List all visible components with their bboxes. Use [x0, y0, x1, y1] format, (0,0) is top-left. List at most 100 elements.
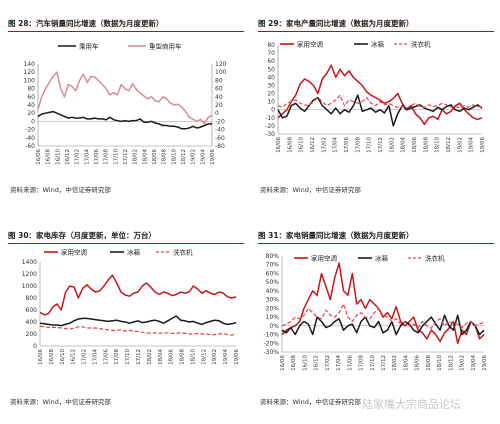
y-tick-label: 70	[267, 50, 275, 57]
series-line	[277, 64, 483, 126]
x-tick-label: 16/08	[291, 355, 297, 371]
x-tick-label: 16/06	[38, 349, 44, 365]
legend-label: 洗衣机	[173, 248, 193, 257]
x-tick-label: 17/04	[336, 355, 342, 371]
series-line	[37, 110, 212, 130]
x-tick-label: 17/06	[103, 349, 109, 365]
x-tick-label: 16/10	[60, 349, 66, 365]
y-tick-label: 0	[271, 107, 275, 114]
x-tick-label: 18/06	[412, 137, 418, 153]
x-tick-label: 17/08	[114, 349, 120, 365]
x-tick-label: 18/04	[403, 355, 409, 371]
x-tick-label: 17/04	[84, 149, 90, 165]
x-tick-label: 16/08	[287, 137, 293, 153]
x-tick-label: 18/10	[435, 137, 441, 153]
chart-title: 图 29：家电产量同比增速（数据为月度更新）	[258, 18, 494, 32]
legend-label: 乘用车	[79, 42, 99, 51]
y-tick-label: 40%	[266, 288, 280, 295]
y-tick-label: 100	[24, 77, 36, 84]
legend-label: 重型商用车	[149, 42, 182, 51]
x-tick-label: 19/06	[480, 137, 486, 153]
x-tick-label: 18/12	[201, 349, 207, 365]
y-tick-label-right: 120	[215, 61, 227, 68]
series-line	[39, 325, 237, 336]
y-tick-label: 50%	[266, 279, 280, 286]
legend-label: 洗衣机	[411, 40, 431, 49]
x-tick-label: 18/08	[162, 149, 168, 165]
y-tick-label-right: -20	[215, 118, 225, 125]
x-tick-label: 16/06	[280, 355, 286, 371]
y-tick-label: 60	[267, 58, 275, 65]
x-tick-label: 17/04	[92, 349, 98, 365]
y-tick-label: -20	[25, 127, 35, 134]
x-tick-label: 17/06	[347, 355, 353, 371]
x-tick-label: 18/06	[169, 349, 175, 365]
y-tick-label-right: 80	[215, 77, 223, 84]
x-tick-label: 18/12	[448, 355, 454, 371]
y-tick-label: -10	[265, 115, 275, 122]
x-tick-label: 19/06	[234, 349, 240, 365]
x-tick-label: 18/04	[142, 149, 148, 165]
panel-appliance-inventory: 图 30：家电库存（月度更新，单位：万台） 0 200 400 600 800 1000 1…	[0, 212, 250, 424]
x-tick-label: 19/06	[210, 149, 216, 165]
x-tick-label: 16/10	[299, 137, 305, 153]
x-tick-label: 17/12	[136, 349, 142, 365]
legend-label: 家用空调	[311, 254, 337, 263]
y-tick-label-right: -40	[215, 127, 225, 134]
y-tick-label: 1200	[22, 271, 37, 278]
x-tick-label: 19/04	[200, 149, 206, 165]
legend-label: 冰箱	[127, 248, 141, 257]
y-tick-label: 20	[267, 91, 275, 98]
y-tick-label: 400	[26, 319, 38, 326]
x-tick-label: 17/02	[75, 149, 81, 165]
x-tick-label: 19/04	[469, 137, 475, 153]
legend-label: 冰箱	[371, 40, 385, 49]
chart-title: 图 31：家电销量同比增速（数据为月度更新）	[258, 230, 494, 244]
y-tick-label: 0	[31, 118, 35, 125]
x-tick-label: 17/02	[82, 349, 88, 365]
x-tick-label: 17/04	[333, 137, 339, 153]
x-tick-label: 18/10	[171, 149, 177, 165]
panel-appliance-production: 图 29：家电产量同比增速（数据为月度更新） -30 -20 -10 0 10 20 30 4…	[250, 0, 500, 212]
y-tick-label: 20%	[266, 305, 280, 312]
x-tick-label: 19/02	[460, 355, 466, 371]
x-tick-label: 17/10	[113, 149, 119, 165]
x-tick-label: 17/12	[378, 137, 384, 153]
y-tick-label: -10%	[263, 332, 279, 339]
y-tick-label: 600	[26, 307, 38, 314]
y-tick-label: 1400	[22, 259, 37, 266]
x-tick-label: 19/04	[471, 355, 477, 371]
series-line	[277, 94, 483, 109]
y-tick-label: 40	[27, 102, 35, 109]
series-line	[281, 262, 485, 345]
x-tick-label: 17/02	[325, 355, 331, 371]
chart-title: 图 30：家电库存（月度更新，单位：万台）	[8, 230, 244, 244]
x-tick-label: 18/08	[423, 137, 429, 153]
x-tick-label: 19/02	[212, 349, 218, 365]
x-tick-label: 19/04	[223, 349, 229, 365]
y-tick-label: -60	[25, 143, 35, 150]
x-tick-label: 19/06	[482, 355, 488, 371]
legend-label: 家用空调	[61, 248, 87, 257]
chart-source: 资料来源：Wind，中信证券研究部	[10, 398, 111, 406]
y-tick-label: 70%	[266, 262, 280, 269]
y-tick-label: 50	[267, 66, 275, 73]
x-tick-label: 17/08	[355, 137, 361, 153]
y-tick-label-right: 40	[215, 94, 223, 101]
y-tick-label: 1000	[22, 283, 37, 290]
x-tick-label: 18/02	[389, 137, 395, 153]
y-tick-label: 30	[267, 82, 275, 89]
x-tick-label: 18/06	[415, 355, 421, 371]
x-tick-label: 16/12	[310, 137, 316, 153]
y-tick-label: 0%	[269, 323, 279, 330]
panel-car-sales: 图 28：汽车销量同比增速（数据为月度更新） -60 -40 -20 0 20 40 60 8…	[0, 0, 250, 212]
series-line	[39, 315, 237, 327]
y-tick-label-right: 60	[215, 86, 223, 93]
x-tick-label: 16/12	[314, 355, 320, 371]
x-tick-label: 18/04	[158, 349, 164, 365]
x-tick-label: 19/02	[457, 137, 463, 153]
series-line	[277, 94, 483, 127]
x-tick-label: 18/08	[180, 349, 186, 365]
x-tick-label: 19/02	[191, 149, 197, 165]
